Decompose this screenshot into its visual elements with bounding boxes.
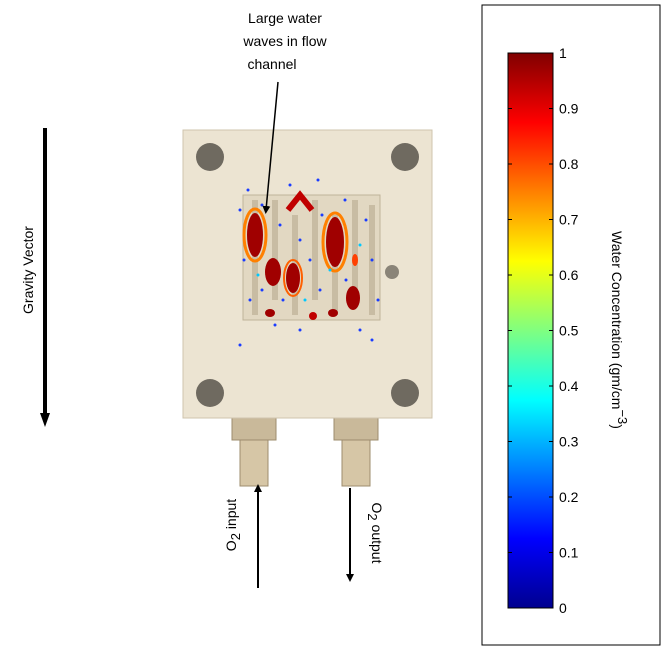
colorbar <box>507 52 554 609</box>
subscript: 2 <box>365 513 380 520</box>
water-overlay <box>238 178 380 347</box>
tick-label: 0.9 <box>559 101 579 117</box>
subscript: 2 <box>228 533 243 540</box>
tick-label: 0.6 <box>559 267 579 283</box>
tick-label: 0 <box>559 600 567 616</box>
tick-label: 0.1 <box>559 545 579 561</box>
text-part: input <box>223 499 239 533</box>
annotation-line: channel <box>247 56 296 72</box>
tick-label: 0.3 <box>559 434 579 450</box>
annotation-line: Large water <box>248 10 322 26</box>
tick-label: 0.8 <box>559 156 579 172</box>
tick-label: 0.7 <box>559 212 579 228</box>
text-part: O <box>369 503 385 514</box>
superscript: −3 <box>615 409 630 424</box>
gravity-label: Gravity Vector <box>20 226 36 314</box>
tick-label: 0.4 <box>559 378 579 394</box>
colorbar-label: Water Concentration (gm/cm−3) <box>609 231 630 429</box>
o2-output-label: O2 output <box>365 503 385 564</box>
tick-label: 1 <box>559 45 567 61</box>
fittings <box>231 417 379 487</box>
annotation-arrow <box>262 81 279 214</box>
tick-label: 0.2 <box>559 489 579 505</box>
tick-label: 0.5 <box>559 323 579 339</box>
cell-plate <box>182 129 433 419</box>
text-part: Water Concentration (gm/cm <box>609 231 625 409</box>
annotation-line: waves in flow <box>242 33 327 49</box>
o2-input-label: O2 input <box>223 499 243 551</box>
text-part: output <box>369 521 385 564</box>
text-part: O <box>223 540 239 551</box>
colorbar-ticks: 0 0.1 0.2 0.3 0.4 0.5 0.6 0.7 0.8 0.9 1 <box>508 45 579 616</box>
text-part: ) <box>609 424 625 429</box>
